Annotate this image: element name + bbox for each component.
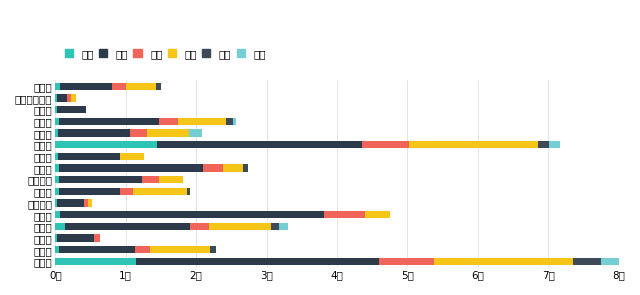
Bar xyxy=(573,258,601,265)
Bar xyxy=(59,118,159,125)
Bar xyxy=(223,164,243,172)
Bar xyxy=(59,176,142,183)
Bar xyxy=(125,83,156,90)
Bar xyxy=(159,118,179,125)
Bar xyxy=(55,164,59,172)
Bar xyxy=(120,153,143,160)
Bar xyxy=(133,188,187,195)
Bar xyxy=(55,94,58,101)
Bar xyxy=(111,83,125,90)
Bar xyxy=(147,129,189,137)
Bar xyxy=(58,94,67,101)
Bar xyxy=(187,188,190,195)
Bar xyxy=(434,258,573,265)
Bar xyxy=(55,176,59,183)
Bar xyxy=(157,141,362,148)
Bar xyxy=(55,223,65,230)
Bar xyxy=(55,83,60,90)
Bar xyxy=(243,164,248,172)
Bar xyxy=(131,129,147,137)
Bar xyxy=(55,141,157,148)
Bar xyxy=(84,199,88,206)
Bar xyxy=(410,141,538,148)
Bar xyxy=(210,246,216,253)
Bar xyxy=(67,94,72,101)
Bar xyxy=(94,235,100,242)
Bar xyxy=(279,223,287,230)
Bar xyxy=(57,199,84,206)
Bar xyxy=(120,188,133,195)
Bar xyxy=(379,258,434,265)
Bar xyxy=(55,153,58,160)
Bar xyxy=(204,164,223,172)
Bar xyxy=(271,223,279,230)
Legend: 长安, 五菱, 奇瑞, 欧拉, 哪吒, 零跑: 长安, 五菱, 奇瑞, 欧拉, 哪吒, 零跑 xyxy=(61,45,270,63)
Bar xyxy=(362,141,410,148)
Bar xyxy=(59,246,135,253)
Bar xyxy=(55,211,60,218)
Bar xyxy=(55,246,59,253)
Bar xyxy=(538,141,549,148)
Bar xyxy=(60,211,324,218)
Bar xyxy=(65,223,191,230)
Bar xyxy=(55,106,58,113)
Bar xyxy=(72,94,76,101)
Bar xyxy=(189,129,202,137)
Bar xyxy=(227,118,233,125)
Bar xyxy=(55,129,58,137)
Bar xyxy=(57,235,94,242)
Bar xyxy=(156,83,161,90)
Bar xyxy=(209,223,271,230)
Bar xyxy=(159,176,183,183)
Bar xyxy=(135,246,150,253)
Bar xyxy=(55,199,57,206)
Bar xyxy=(324,211,365,218)
Bar xyxy=(191,223,209,230)
Bar xyxy=(179,118,227,125)
Bar xyxy=(55,258,136,265)
Bar xyxy=(142,176,159,183)
Bar xyxy=(60,83,111,90)
Bar xyxy=(601,258,632,265)
Bar xyxy=(233,118,236,125)
Bar xyxy=(136,258,379,265)
Bar xyxy=(88,199,92,206)
Bar xyxy=(150,246,210,253)
Bar xyxy=(59,164,204,172)
Bar xyxy=(58,153,120,160)
Bar xyxy=(549,141,560,148)
Bar xyxy=(55,235,57,242)
Bar xyxy=(55,188,59,195)
Bar xyxy=(58,129,131,137)
Bar xyxy=(365,211,390,218)
Bar xyxy=(58,106,86,113)
Bar xyxy=(55,118,59,125)
Bar xyxy=(59,188,120,195)
